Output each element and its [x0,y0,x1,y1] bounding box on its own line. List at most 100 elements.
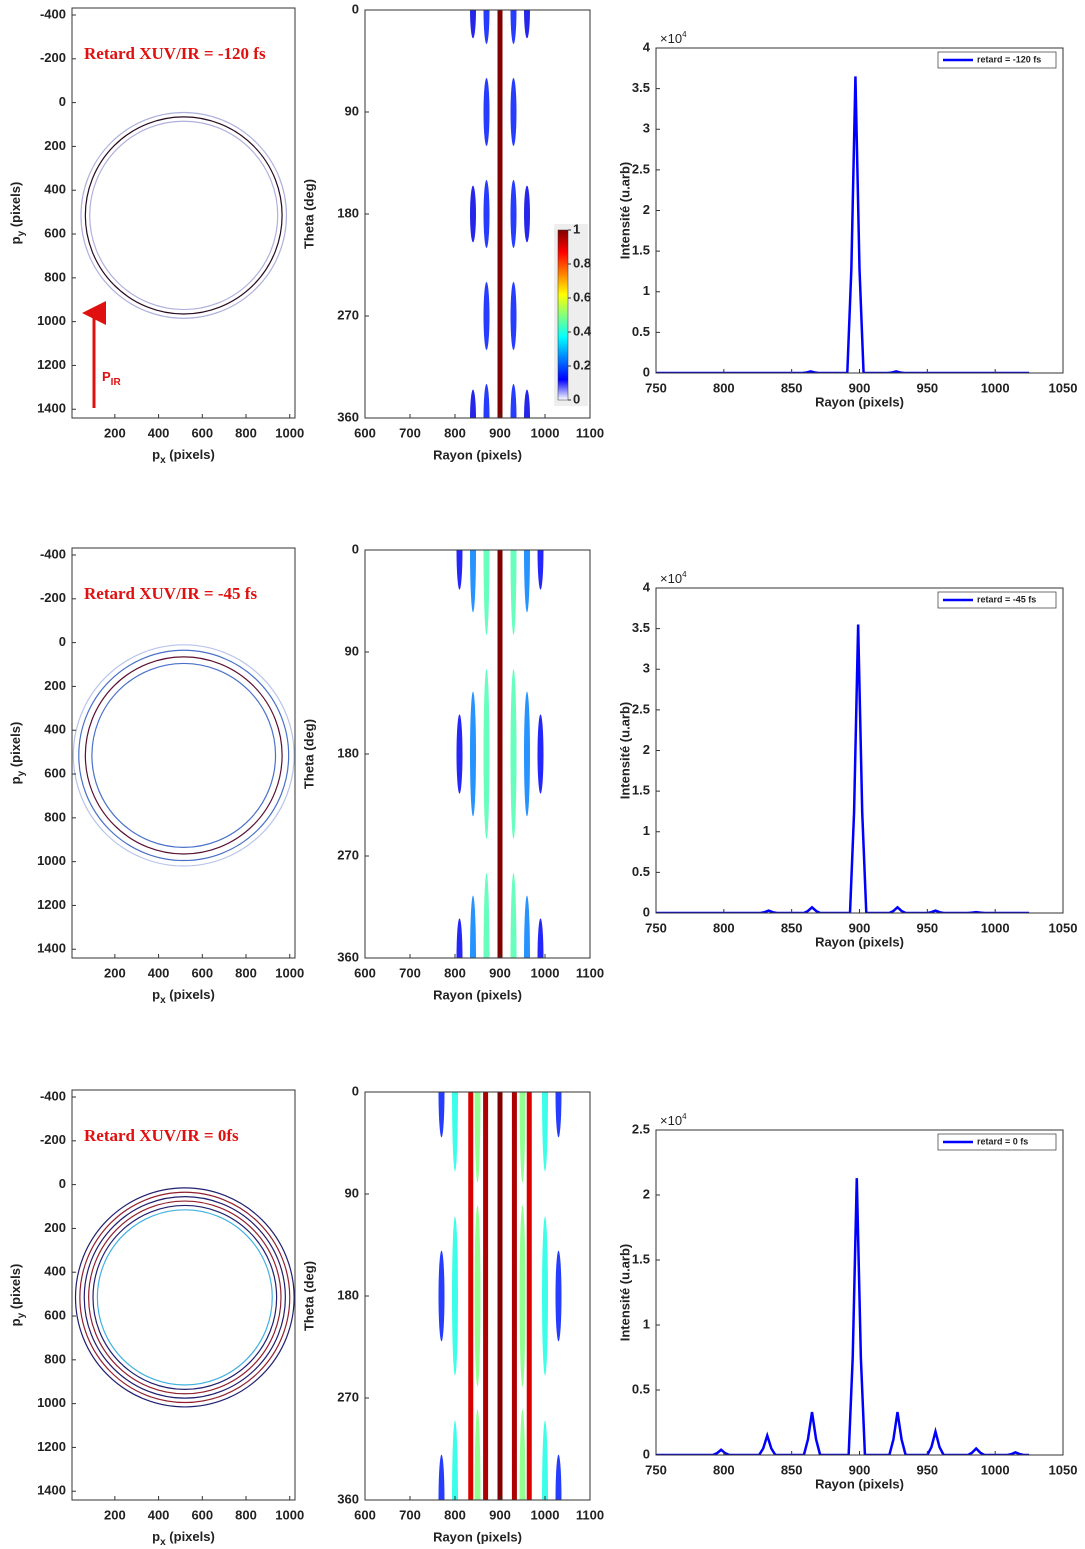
x-tick-label: 800 [713,380,735,395]
y-tick-label: 2 [643,1186,650,1201]
y-axis-label: py (pixels) [8,1264,26,1327]
lobe [474,1092,481,1183]
y-tick-label: 1000 [37,853,66,868]
lobe [438,1092,445,1138]
y-tick-label: 1 [643,823,650,838]
y-tick-label: 2 [643,742,650,757]
x-axis-label-part: x [160,995,166,1006]
y-tick-label: 2.5 [632,701,650,716]
colorbar [557,229,569,401]
lobe [470,389,476,418]
stripe [468,1092,474,1500]
y-tick-label: 600 [44,1307,66,1322]
x-tick-label: 1000 [531,425,560,440]
x-tick-label: 700 [399,425,421,440]
lobe [438,1250,445,1342]
y-tick-label: 800 [44,809,66,824]
colorbar-tick-label: 0.8 [573,255,591,270]
ring [83,1196,286,1399]
y-axis-label: Theta (deg) [301,1261,316,1331]
x-tick-label: 950 [916,1462,938,1477]
y-tick-label: 200 [44,138,66,153]
legend-box [937,591,1057,609]
lobe [510,873,517,958]
y-axis-label: Intensité (u.arb) [617,702,632,800]
annotation: Retard XUV/IR = 0fs [84,1126,239,1145]
y-tick-label: 90 [345,643,359,658]
x-tick-label: 600 [191,965,213,980]
plot-content [470,10,530,418]
stripe [511,1092,517,1500]
y-tick-label: 0.5 [632,324,650,339]
x-axis-label-part: (pixels) [166,987,215,1002]
x-tick-label: 400 [148,965,170,980]
x-tick-label: 800 [444,965,466,980]
x-tick-label: 750 [645,380,667,395]
ring [89,120,279,311]
x-tick-label: 800 [444,425,466,440]
ring [79,1191,291,1404]
lobe [510,384,517,418]
lobe [524,185,530,243]
x-tick-label: 950 [916,920,938,935]
stripe [497,10,503,418]
lobe [483,78,490,146]
x-axis-label: Rayon (pixels) [433,447,522,462]
arrow-label: PIR [102,369,121,387]
x-tick-label: 1050 [1049,1462,1078,1477]
x-tick-label: 900 [849,1462,871,1477]
plot-area [72,8,295,418]
x-axis-label: px (pixels) [152,447,215,465]
x-tick-label: 800 [713,1462,735,1477]
y-tick-label: 270 [337,847,359,862]
y-tick-label: 180 [337,205,359,220]
lobe [438,1454,445,1500]
lobe [470,691,476,817]
y-tick-label: 90 [345,1185,359,1200]
y-tick-label: 200 [44,1220,66,1235]
x-axis-label: px (pixels) [152,1529,215,1547]
scale-label-part: 4 [682,30,687,39]
x-tick-label: 900 [489,965,511,980]
y-axis-label-part: (pixels) [8,722,23,771]
x-axis-label-part: p [152,1529,160,1544]
lobe [537,918,544,958]
plot-content [72,644,295,867]
y-tick-label: 2.5 [632,1121,650,1136]
legend-label: retard = -120 fs [977,54,1041,64]
y-axis-label-part: (pixels) [8,1264,23,1313]
x-axis-label-part: (pixels) [166,447,215,462]
x-tick-label: 1000 [275,1507,304,1522]
y-tick-label: 2 [643,202,650,217]
y-axis-label: Intensité (u.arb) [617,162,632,260]
y-tick-label: -400 [40,1088,66,1103]
y-tick-label: 1400 [37,401,66,416]
lobe [470,895,476,958]
y-tick-label: 360 [337,949,359,964]
lobe [519,1409,526,1500]
x-tick-label: 800 [235,965,257,980]
y-axis-label: py (pixels) [8,182,26,245]
y-axis-label: Intensité (u.arb) [617,1244,632,1342]
x-axis-label-part: x [160,1537,166,1548]
y-tick-label: 1 [643,1316,650,1331]
lobe [452,1092,458,1172]
y-tick-label: -400 [40,546,66,561]
line-series [656,1178,1030,1455]
x-tick-label: 1000 [981,920,1010,935]
y-tick-label: 800 [44,1351,66,1366]
lobe [456,550,463,590]
lobe [456,714,463,794]
lobe [510,10,517,44]
y-axis-label-part: p [8,236,23,244]
scale-label-part: ×10 [660,1113,682,1128]
y-tick-label: 400 [44,722,66,737]
ring [78,649,290,862]
y-tick-label: 600 [44,765,66,780]
lobe [483,384,490,418]
x-tick-label: 700 [399,965,421,980]
x-tick-label: 1000 [531,1507,560,1522]
x-tick-label: 400 [148,425,170,440]
